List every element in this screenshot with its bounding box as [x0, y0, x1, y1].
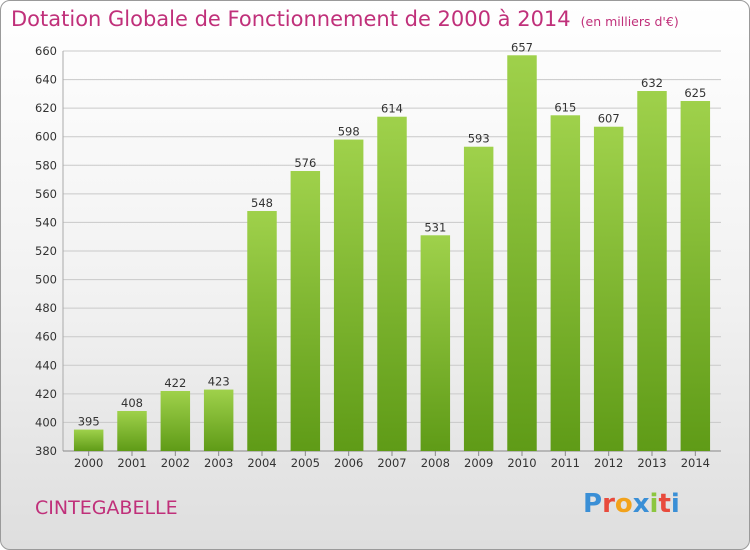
x-tick-label: 2010 — [507, 456, 536, 470]
data-label: 576 — [294, 156, 316, 170]
y-tick-label: 640 — [35, 73, 57, 87]
y-tick-label: 500 — [35, 273, 57, 287]
logo-letter: i — [670, 489, 680, 519]
x-tick-label: 2007 — [377, 456, 406, 470]
x-tick-label: 2000 — [74, 456, 103, 470]
x-axis: 2000 2001 2002 2003 2004 2005 2006 2007 2008 2009… — [74, 451, 710, 470]
proxiti-logo: Proxiti — [583, 489, 680, 519]
x-tick-label: 2003 — [204, 456, 233, 470]
x-tick-label: 2005 — [291, 456, 320, 470]
x-tick-label: 2001 — [117, 456, 146, 470]
data-label: 395 — [78, 415, 100, 429]
logo-letter: o — [614, 489, 633, 519]
y-tick-label: 580 — [35, 158, 57, 172]
y-tick-label: 600 — [35, 130, 57, 144]
bar — [593, 126, 624, 451]
bar — [290, 171, 321, 451]
x-tick-label: 2006 — [334, 456, 363, 470]
data-label: 615 — [554, 100, 576, 114]
bar — [247, 211, 277, 451]
data-label: 632 — [641, 76, 663, 90]
data-label: 531 — [424, 220, 446, 234]
bar — [333, 139, 364, 452]
x-tick-label: 2009 — [464, 456, 493, 470]
bar — [160, 391, 191, 451]
y-tick-label: 400 — [35, 415, 57, 429]
data-label: 422 — [164, 376, 186, 390]
bar — [680, 101, 711, 451]
data-label: 548 — [251, 196, 273, 210]
bar — [117, 411, 147, 451]
x-tick-label: 2008 — [421, 456, 450, 470]
data-label: 408 — [121, 396, 143, 410]
y-tick-label: 540 — [35, 215, 57, 229]
y-tick-label: 660 — [35, 44, 57, 58]
y-tick-label: 620 — [35, 101, 57, 115]
bar — [203, 389, 234, 451]
logo-letter: x — [632, 489, 650, 519]
y-tick-label: 480 — [35, 301, 57, 315]
data-label: 423 — [208, 375, 230, 389]
logo-letter: P — [583, 489, 603, 519]
bars — [73, 55, 711, 452]
x-tick-label: 2002 — [161, 456, 190, 470]
bar — [73, 429, 104, 451]
y-tick-label: 420 — [35, 387, 57, 401]
x-tick-label: 2013 — [637, 456, 666, 470]
bar — [463, 146, 494, 451]
data-label: 614 — [381, 102, 403, 116]
y-tick-label: 560 — [35, 187, 57, 201]
data-label: 607 — [598, 112, 620, 126]
chart-title: Dotation Globale de Fonctionnement de 20… — [11, 7, 679, 31]
data-label: 657 — [511, 40, 533, 54]
data-label: 598 — [338, 125, 360, 139]
y-tick-label: 380 — [35, 444, 57, 458]
logo-letter: r — [602, 489, 615, 519]
x-tick-label: 2012 — [594, 456, 623, 470]
chart-subtitle: (en milliers d'€) — [580, 14, 679, 29]
logo-letter: t — [658, 489, 671, 519]
x-tick-label: 2004 — [247, 456, 276, 470]
chart-title-text: Dotation Globale de Fonctionnement de 20… — [11, 7, 571, 31]
bar — [550, 115, 581, 452]
y-tick-label: 460 — [35, 330, 57, 344]
bar — [377, 116, 407, 451]
y-tick-label: 520 — [35, 244, 57, 258]
data-label: 593 — [468, 132, 490, 146]
logo-letter: i — [649, 489, 659, 519]
data-labels: 395 408 422 423 548 576 598 614 531 593 657 615 607 6… — [78, 40, 707, 428]
data-label: 625 — [684, 86, 706, 100]
bar — [507, 55, 537, 452]
x-tick-label: 2011 — [551, 456, 580, 470]
commune-name: CINTEGABELLE — [35, 497, 178, 519]
bar — [637, 91, 667, 451]
y-tick-label: 440 — [35, 358, 57, 372]
x-tick-label: 2014 — [681, 456, 710, 470]
bar — [420, 235, 451, 451]
